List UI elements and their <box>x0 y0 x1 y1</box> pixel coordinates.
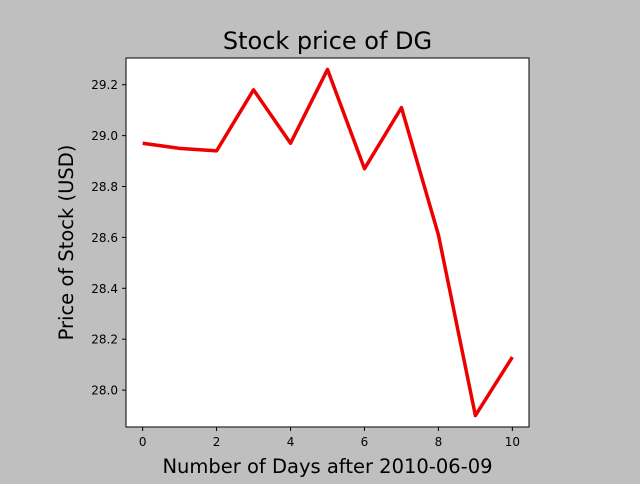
series-line <box>142 67 514 418</box>
x-tick-label: 10 <box>505 435 520 449</box>
y-tick-label: 28.0 <box>91 384 118 398</box>
y-tick-label: 28.6 <box>91 231 118 245</box>
plot-area <box>125 57 530 428</box>
y-tick-label: 29.2 <box>91 78 118 92</box>
x-tick-label: 4 <box>287 435 295 449</box>
y-tick-label: 28.8 <box>91 180 118 194</box>
y-axis-label: Price of Stock (USD) <box>55 145 78 341</box>
x-axis: 0 2 4 6 8 10 <box>139 427 520 449</box>
y-tick-label: 28.4 <box>91 282 118 296</box>
y-tick-label: 29.0 <box>91 129 118 143</box>
x-tick-label: 6 <box>361 435 369 449</box>
x-tick-label: 0 <box>139 435 147 449</box>
x-axis-label: Number of Days after 2010-06-09 <box>162 455 492 478</box>
y-axis: 28.0 28.2 28.4 28.6 28.8 29.0 29.2 <box>91 78 126 398</box>
x-tick-label: 8 <box>435 435 443 449</box>
chart-title: Stock price of DG <box>223 27 432 55</box>
x-tick-label: 2 <box>213 435 221 449</box>
series-layer <box>142 67 514 418</box>
y-tick-label: 28.2 <box>91 333 118 347</box>
